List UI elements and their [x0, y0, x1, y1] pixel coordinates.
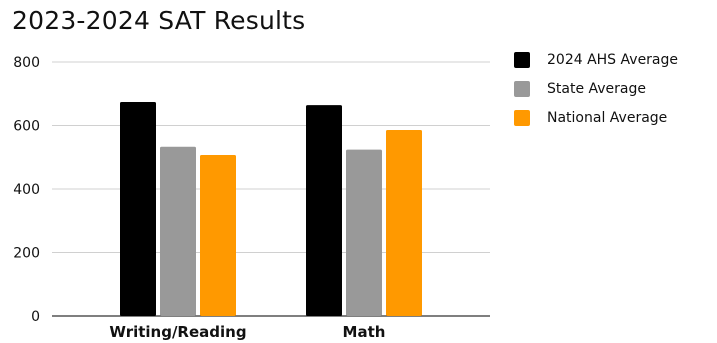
legend-label-national: National Average: [547, 110, 668, 126]
bar-ahs-writing-reading: [120, 102, 156, 316]
legend-item-national: National Average: [514, 108, 714, 129]
y-tick-label: 800: [13, 55, 40, 71]
y-tick-label: 600: [13, 119, 40, 135]
y-tick-label: 200: [13, 246, 40, 262]
legend-swatch-national: [514, 110, 530, 126]
legend-swatch-ahs: [514, 52, 530, 68]
bar-national-writing-reading: [200, 155, 236, 316]
bar-national-math: [386, 129, 422, 316]
x-category-label: Math: [343, 323, 386, 341]
x-category-label: Writing/Reading: [109, 323, 246, 341]
legend-swatch-state: [514, 81, 530, 97]
chart-title: 2023-2024 SAT Results: [12, 6, 306, 35]
bar-state-writing-reading: [160, 146, 196, 316]
bar-ahs-math: [306, 105, 342, 317]
y-tick-label: 0: [31, 309, 40, 325]
legend: 2024 AHS Average State Average National …: [514, 50, 714, 137]
legend-label-state: State Average: [547, 81, 646, 97]
legend-item-ahs: 2024 AHS Average: [514, 50, 714, 71]
legend-label-ahs: 2024 AHS Average: [547, 52, 679, 68]
bar-state-math: [346, 149, 382, 316]
legend-item-state: State Average: [514, 79, 714, 100]
y-tick-label: 400: [13, 182, 40, 198]
